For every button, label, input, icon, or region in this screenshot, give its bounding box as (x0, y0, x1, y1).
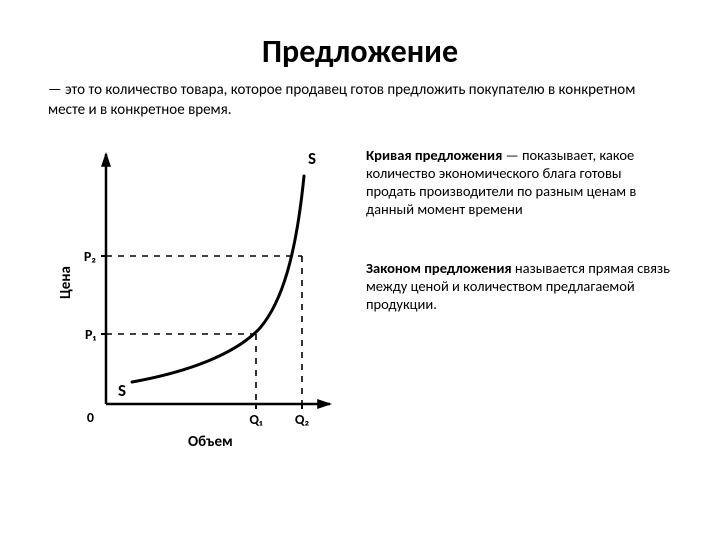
curve-paragraph: Кривая предложения — показывает, какое к… (366, 146, 672, 219)
svg-text:S: S (118, 380, 126, 401)
svg-text:Q₁: Q₁ (249, 411, 263, 428)
svg-text:0: 0 (87, 409, 94, 426)
svg-text:P₂: P₂ (84, 248, 96, 265)
curve-bold: Кривая предложения (366, 146, 502, 164)
svg-text:Цена: Цена (57, 266, 75, 299)
svg-text:S: S (308, 148, 316, 169)
svg-text:P₁: P₁ (85, 326, 96, 343)
page-title: Предложение (48, 32, 672, 71)
svg-text:Объем: Объем (188, 433, 233, 451)
definition-text: — это то количество товара, которое прод… (48, 81, 672, 120)
supply-chart: P₁ P₂ Q₁ Q₂ 0 Объем Цена S S (48, 136, 348, 456)
svg-text:Q₂: Q₂ (295, 411, 310, 428)
law-paragraph: Законом предложения называется прямая св… (366, 259, 672, 313)
law-bold: Законом предложения (366, 259, 512, 277)
